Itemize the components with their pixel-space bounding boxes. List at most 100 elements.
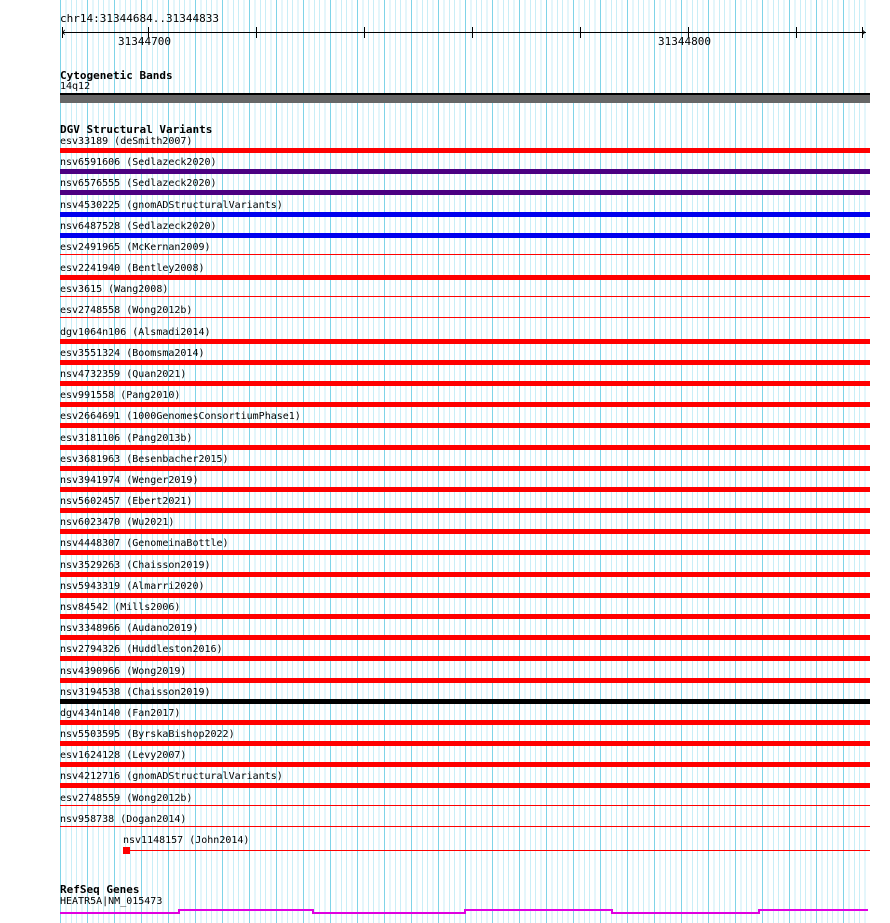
locus-coordinate-label: chr14:31344684..31344833 [60,12,219,25]
dgv-variant-bar[interactable] [60,233,870,238]
cytogenetic-bands-title: Cytogenetic Bands [60,69,173,82]
dgv-variant-bar[interactable] [60,402,870,407]
dgv-variant-bar[interactable] [60,720,870,725]
refseq-gene-label: HEATR5A|NM_015473 [60,896,163,907]
dgv-variant-bar[interactable] [60,783,870,788]
dgv-variant-bar[interactable] [60,550,870,555]
dgv-track-label[interactable]: nsv6576555 (Sedlazeck2020) [60,178,217,189]
dgv-track-label[interactable]: nsv6487528 (Sedlazeck2020) [60,221,217,232]
dgv-variant-bar[interactable] [60,190,870,195]
ruler-tick-label: 31344800 [658,35,711,48]
ruler-tick [472,27,473,38]
dgv-track-label[interactable]: esv991558 (Pang2010) [60,390,181,401]
dgv-track-label[interactable]: nsv4390966 (Wong2019) [60,666,187,677]
dgv-track-label[interactable]: nsv4732359 (Quan2021) [60,369,187,380]
dgv-variant-bar[interactable] [60,381,870,386]
dgv-variant-bar[interactable] [60,805,870,806]
ruler-tick [862,27,863,38]
refseq-gene-step-joint [312,909,314,914]
dgv-variant-bar[interactable] [60,339,870,344]
dgv-variant-bar[interactable] [60,360,870,365]
dgv-track-label[interactable]: esv1624128 (Levy2007) [60,750,187,761]
dgv-track-label[interactable]: dgv1064n106 (Alsmadi2014) [60,327,211,338]
dgv-variant-bar[interactable] [60,699,870,704]
ruler-axis-line [62,32,866,33]
dgv-track-label[interactable]: dgv434n140 (Fan2017) [60,708,181,719]
refseq-genes-title: RefSeq Genes [60,883,140,896]
refseq-gene-segment[interactable] [60,912,178,914]
dgv-track-label[interactable]: nsv3941974 (Wenger2019) [60,475,199,486]
dgv-variant-bar[interactable] [60,466,870,471]
dgv-track-label[interactable]: nsv5503595 (ByrskaBishop2022) [60,729,235,740]
dgv-track-label[interactable]: nsv84542 (Mills2006) [60,602,181,613]
dgv-track-label[interactable]: esv3551324 (Boomsma2014) [60,348,205,359]
dgv-variant-bar[interactable] [60,656,870,661]
dgv-variant-bar[interactable] [60,741,870,746]
dgv-track-label[interactable]: nsv5943319 (Almarri2020) [60,581,205,592]
refseq-gene-step-joint [464,909,466,914]
dgv-track-label[interactable]: esv3681963 (Besenbacher2015) [60,454,229,465]
dgv-track-label[interactable]: esv3181106 (Pang2013b) [60,433,193,444]
refseq-gene-segment[interactable] [758,909,868,911]
refseq-gene-segment[interactable] [178,909,312,911]
ruler-tick [580,27,581,38]
cytogenetic-band-label: 14q12 [60,81,91,92]
dgv-variant-bar[interactable] [60,317,870,318]
dgv-track-label[interactable]: esv2491965 (McKernan2009) [60,242,211,253]
dgv-variant-bar[interactable] [130,850,870,851]
ruler-tick [62,27,63,38]
dgv-track-label[interactable]: nsv958738 (Dogan2014) [60,814,187,825]
dgv-track-label[interactable]: nsv3194538 (Chaisson2019) [60,687,211,698]
dgv-structural-variants-title: DGV Structural Variants [60,123,213,136]
ruler-tick [688,27,689,38]
dgv-track-label[interactable]: esv2664691 (1000GenomesConsortiumPhase1) [60,411,301,422]
dgv-variant-bar[interactable] [60,423,870,428]
dgv-variant-bar[interactable] [60,762,870,767]
dgv-variant-bar[interactable] [60,572,870,577]
dgv-variant-bar[interactable] [60,487,870,492]
dgv-variant-bar[interactable] [60,212,870,217]
refseq-gene-segment[interactable] [611,912,758,914]
dgv-track-label[interactable]: nsv6591606 (Sedlazeck2020) [60,157,217,168]
dgv-track-label[interactable]: esv33189 (deSmith2007) [60,136,193,147]
dgv-track-label[interactable]: nsv5602457 (Ebert2021) [60,496,193,507]
dgv-track-label[interactable]: nsv3529263 (Chaisson2019) [60,560,211,571]
coordinate-grid-background [60,0,870,923]
ruler-tick-label: 31344700 [118,35,171,48]
cytogenetic-band-bar[interactable] [60,93,870,103]
dgv-variant-bar[interactable] [60,508,870,513]
dgv-variant-bar[interactable] [60,254,870,255]
dgv-variant-bar[interactable] [60,296,870,297]
dgv-variant-point-marker[interactable] [123,847,130,854]
dgv-variant-bar[interactable] [60,826,870,827]
dgv-track-label[interactable]: nsv4530225 (gnomADStructuralVariants) [60,200,283,211]
dgv-track-label[interactable]: nsv4212716 (gnomADStructuralVariants) [60,771,283,782]
dgv-track-label[interactable]: esv3615 (Wang2008) [60,284,169,295]
dgv-variant-bar[interactable] [60,614,870,619]
refseq-gene-step-joint [758,909,760,914]
dgv-track-label[interactable]: nsv4448307 (GenomeinaBottle) [60,538,229,549]
dgv-track-label[interactable]: esv2748558 (Wong2012b) [60,305,193,316]
dgv-track-label[interactable]: esv2241940 (Bentley2008) [60,263,205,274]
dgv-track-label[interactable]: esv2748559 (Wong2012b) [60,793,193,804]
ruler-tick [256,27,257,38]
ruler-tick [796,27,797,38]
refseq-gene-segment[interactable] [312,912,464,914]
dgv-variant-bar[interactable] [60,445,870,450]
refseq-gene-step-joint [178,909,180,914]
dgv-variant-bar[interactable] [60,678,870,683]
dgv-variant-bar[interactable] [60,275,870,280]
dgv-track-label[interactable]: nsv2794326 (Huddleston2016) [60,644,223,655]
refseq-gene-segment[interactable] [464,909,611,911]
dgv-track-label[interactable]: nsv1148157 (John2014) [123,835,250,846]
ruler-tick [364,27,365,38]
dgv-variant-bar[interactable] [60,169,870,174]
dgv-variant-bar[interactable] [60,635,870,640]
dgv-variant-bar[interactable] [60,148,870,153]
dgv-track-label[interactable]: nsv6023470 (Wu2021) [60,517,175,528]
dgv-variant-bar[interactable] [60,529,870,534]
dgv-variant-bar[interactable] [60,593,870,598]
dgv-track-label[interactable]: nsv3348966 (Audano2019) [60,623,199,634]
